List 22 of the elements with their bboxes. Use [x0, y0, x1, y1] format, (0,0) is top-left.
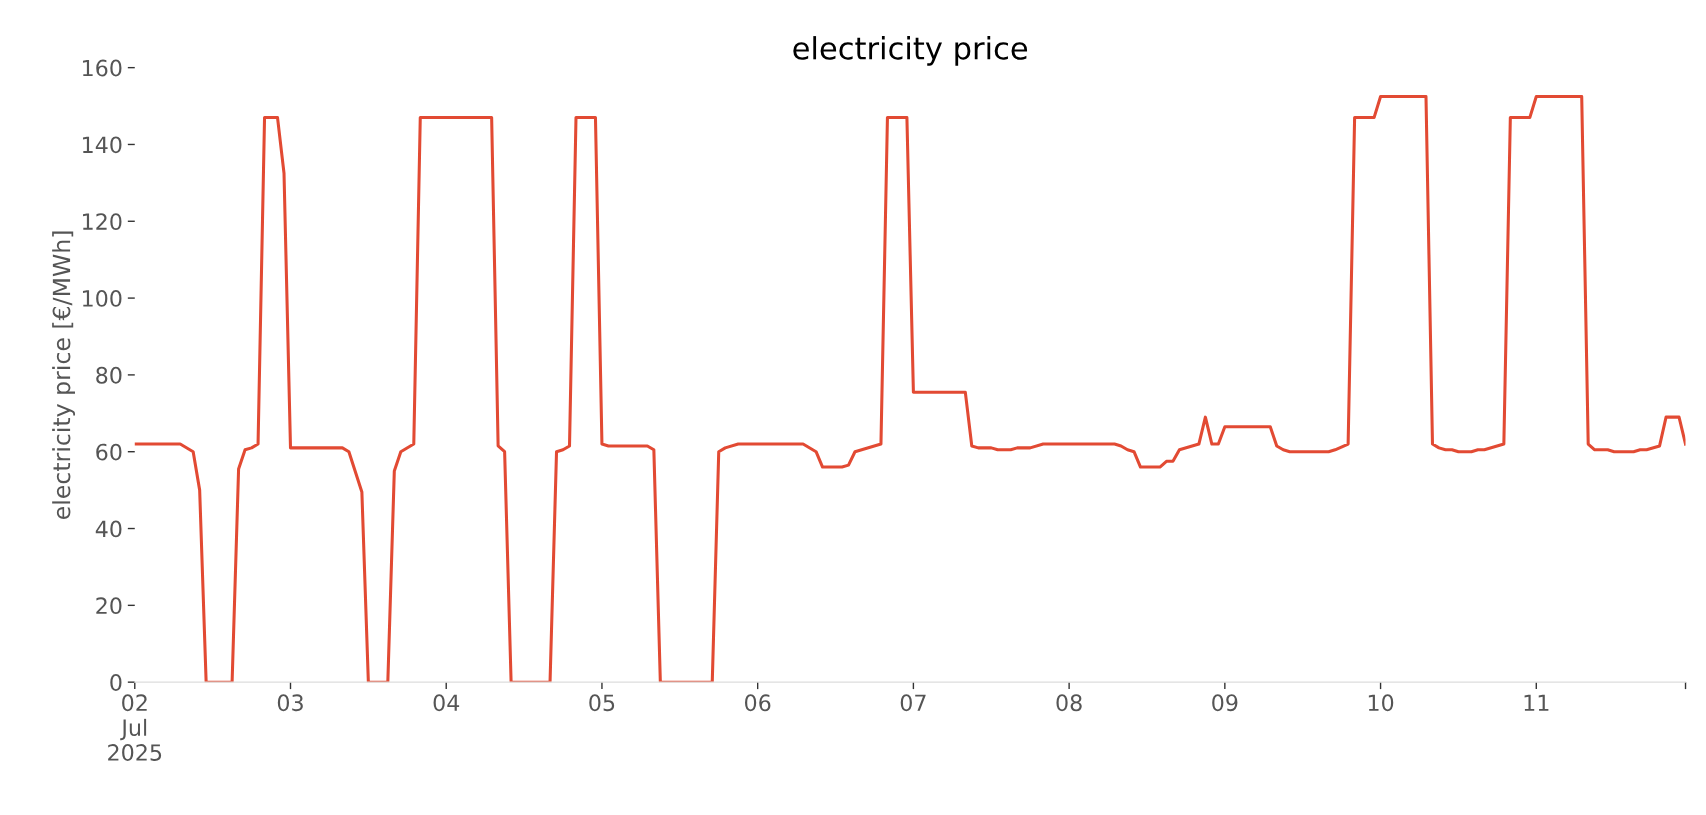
y-tick-label: 160 — [82, 59, 122, 77]
x-tick-label: 11 — [1524, 694, 1549, 711]
y-tick-label: 80 — [96, 366, 122, 384]
x-tick-label: 08 — [1056, 694, 1082, 712]
line-series — [134, 94, 1686, 683]
y-tick-label: 140 — [82, 136, 122, 154]
y-tick-label: 120 — [82, 213, 122, 231]
y-tick-label: 40 — [95, 520, 122, 538]
x-tick-label: 05 — [589, 694, 615, 712]
y-tick-label: 60 — [96, 443, 122, 461]
x-tick-label: 02 Jul 2025 — [108, 694, 162, 761]
x-tick-label: 10 — [1368, 694, 1394, 712]
y-tick-label: 20 — [96, 597, 122, 615]
x-tick-label: 03 — [277, 694, 303, 712]
x-tick-label: 04 — [433, 694, 460, 712]
chart-title: electricity price — [793, 36, 1028, 66]
y-axis-title: electricity price [€/MWh] — [52, 231, 75, 519]
x-tick-label: 07 — [900, 694, 926, 712]
x-tick-label: 06 — [745, 694, 771, 712]
y-tick-label: 0 — [110, 674, 122, 691]
y-tick-label: 100 — [82, 290, 122, 307]
x-tick-label: 09 — [1212, 694, 1238, 712]
